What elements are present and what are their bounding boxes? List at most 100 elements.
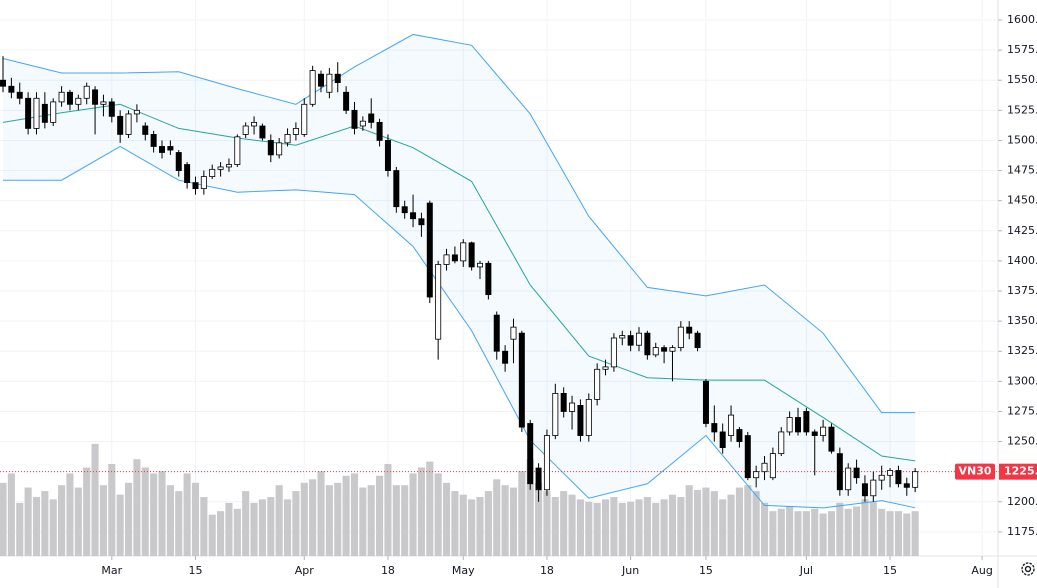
candle-body [376, 121, 383, 141]
candle-body [861, 483, 868, 497]
volume-bar [568, 494, 576, 556]
candle-body [100, 101, 107, 105]
candle-body [887, 470, 894, 476]
x-tick-label: 18 [540, 564, 554, 577]
volume-bar [150, 473, 158, 556]
candle-body [895, 470, 902, 485]
volume-bar [417, 467, 425, 556]
volume-bar [777, 508, 785, 556]
volume-bar [133, 459, 141, 556]
candle-body [610, 337, 617, 368]
volume-bar [342, 475, 350, 556]
volume-bar [99, 485, 107, 556]
volume-bar [493, 479, 501, 556]
candle-body [753, 471, 760, 479]
volume-bar [49, 499, 57, 556]
volume-bar [409, 473, 417, 556]
candle-body [585, 399, 592, 436]
volume-bar [601, 499, 610, 556]
candle-body [92, 89, 99, 105]
volume-bar [819, 513, 827, 556]
candle-body [485, 262, 492, 296]
x-tick-label: 18 [381, 564, 395, 577]
y-tick-label: 1175.0 [1007, 525, 1037, 538]
candle-body [543, 435, 550, 491]
candle-body [644, 332, 651, 356]
gear-inner[interactable] [1024, 565, 1032, 573]
candle-body [292, 128, 299, 135]
candle-body [803, 411, 810, 433]
y-tick-label: 1200.0 [1007, 495, 1037, 508]
candle-body [795, 417, 801, 433]
volume-bar [233, 508, 241, 556]
candle-body [426, 202, 433, 298]
gear-outer[interactable] [1021, 562, 1035, 576]
volume-bar [66, 473, 74, 556]
volume-bar [426, 461, 434, 556]
candle-body [552, 392, 559, 436]
volume-bar [551, 497, 559, 556]
candle-body [0, 79, 7, 87]
x-tick-label: 15 [883, 564, 897, 577]
volume-bar [250, 502, 258, 556]
volume-bar [32, 497, 41, 556]
x-tick-label: Aug [971, 564, 992, 577]
candle-body [75, 97, 82, 105]
candle-body [318, 73, 325, 87]
y-tick-label: 1600.0 [1007, 13, 1037, 26]
volume-bar [911, 511, 919, 556]
volume-bar [903, 513, 911, 556]
volume-bar [367, 485, 375, 556]
candle-body [301, 103, 308, 135]
volume-bar [786, 506, 794, 556]
y-tick-label: 1500.0 [1007, 133, 1037, 146]
volume-bar [91, 443, 99, 556]
candle-body [769, 453, 776, 479]
y-tick-label: 1350.0 [1007, 314, 1037, 327]
candle-body [284, 134, 291, 144]
volume-bar [710, 491, 718, 556]
candle-body [83, 85, 90, 99]
x-tick-label: 15 [188, 564, 202, 577]
volume-bar [108, 463, 116, 556]
candle-body [209, 168, 216, 177]
candle-body [836, 453, 843, 491]
candle-body [744, 435, 751, 479]
volume-bar [317, 471, 325, 556]
volume-bar [283, 499, 292, 556]
volume-bar [434, 473, 442, 556]
volume-bar [760, 502, 769, 556]
candle-body [225, 164, 232, 168]
candle-body [527, 423, 534, 485]
candle-body [636, 332, 642, 346]
candle-body [811, 431, 818, 436]
candle-body [259, 125, 266, 139]
volume-bar [878, 508, 886, 556]
candle-body [652, 347, 659, 356]
volume-bar [518, 471, 526, 556]
volume-bar [836, 502, 844, 556]
candle-body [627, 335, 634, 346]
candle-body [393, 170, 400, 208]
band-line [3, 145, 916, 509]
volume-bar [242, 491, 250, 556]
volume-bar [300, 482, 308, 556]
candle-body [16, 91, 23, 99]
candle-body [594, 368, 601, 400]
volume-bar [735, 487, 743, 556]
candle-body [619, 335, 626, 339]
candle-body [468, 242, 475, 268]
volume-bar [476, 497, 484, 556]
volume-bar [141, 467, 149, 556]
volume-bar [894, 511, 902, 556]
x-tick-label: Jul [799, 564, 813, 577]
x-tick-label: Apr [295, 564, 315, 577]
volume-bar [309, 479, 317, 556]
candle-body [8, 85, 15, 93]
candle-body [108, 101, 115, 117]
settings-icon[interactable] [1021, 562, 1035, 576]
candle-body [150, 134, 157, 147]
last-price-label: 1225. [1004, 465, 1037, 478]
volume-bar [752, 491, 760, 556]
candle-body [58, 91, 65, 103]
